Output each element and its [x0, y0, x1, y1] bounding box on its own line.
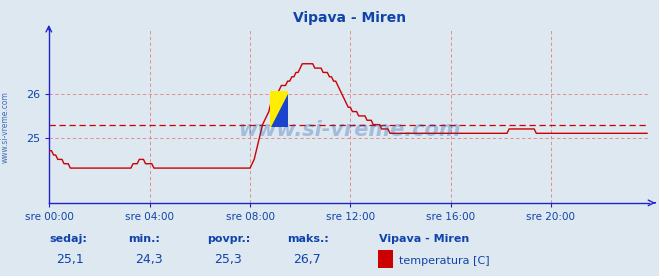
Title: Vipava - Miren: Vipava - Miren	[293, 11, 406, 25]
Text: Vipava - Miren: Vipava - Miren	[379, 234, 469, 244]
Text: min.:: min.:	[129, 234, 160, 244]
Text: maks.:: maks.:	[287, 234, 328, 244]
Text: www.si-vreme.com: www.si-vreme.com	[238, 120, 461, 140]
Text: povpr.:: povpr.:	[208, 234, 251, 244]
Text: 24,3: 24,3	[135, 253, 163, 266]
Text: sedaj:: sedaj:	[49, 234, 87, 244]
Text: 26,7: 26,7	[293, 253, 321, 266]
Text: www.si-vreme.com: www.si-vreme.com	[1, 91, 10, 163]
Text: 25,1: 25,1	[56, 253, 84, 266]
Polygon shape	[270, 91, 289, 127]
Polygon shape	[270, 91, 289, 127]
Text: 25,3: 25,3	[214, 253, 242, 266]
Text: temperatura [C]: temperatura [C]	[399, 256, 490, 266]
